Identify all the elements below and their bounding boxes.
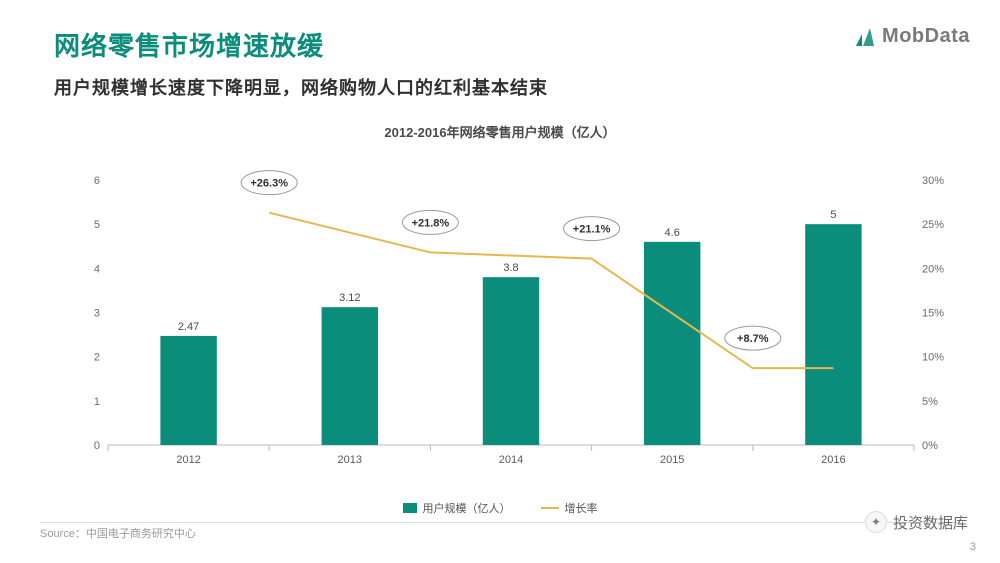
page-subtitle: 用户规模增长速度下降明显，网络购物人口的红利基本结束	[54, 74, 548, 100]
legend-swatch-bar	[403, 503, 417, 513]
svg-text:30%: 30%	[922, 175, 944, 187]
slide: 网络零售市场增速放缓 用户规模增长速度下降明显，网络购物人口的红利基本结束 Mo…	[0, 0, 1000, 563]
svg-text:2: 2	[94, 352, 100, 364]
page-title: 网络零售市场增速放缓	[54, 26, 324, 63]
svg-text:6: 6	[94, 175, 100, 187]
svg-text:3.8: 3.8	[503, 262, 518, 274]
footer-rule	[40, 522, 960, 523]
page-number: 3	[970, 541, 976, 553]
svg-text:3.12: 3.12	[339, 292, 360, 304]
svg-text:2015: 2015	[660, 454, 684, 466]
svg-text:4.6: 4.6	[665, 227, 680, 239]
legend-swatch-line	[541, 507, 559, 509]
svg-text:2.47: 2.47	[178, 321, 199, 333]
combo-chart: 0 1 2 3 4 5 6 0% 5% 10% 15% 20% 25% 30% 2.47 2012 3.12 20…	[80, 145, 950, 490]
svg-text:2016: 2016	[821, 454, 845, 466]
legend-item-line: 增长率	[541, 500, 598, 516]
svg-text:25%: 25%	[922, 219, 944, 231]
svg-text:+26.3%: +26.3%	[250, 178, 288, 190]
svg-text:+8.7%: +8.7%	[737, 333, 769, 345]
svg-text:5: 5	[830, 209, 836, 221]
chart-legend: 用户规模（亿人） 增长率	[0, 500, 1000, 516]
svg-text:+21.8%: +21.8%	[412, 217, 450, 229]
svg-text:3: 3	[94, 308, 100, 320]
logo-icon	[852, 24, 876, 48]
legend-item-bar: 用户规模（亿人）	[403, 500, 511, 516]
svg-text:5%: 5%	[922, 396, 938, 408]
legend-label-line: 增长率	[565, 500, 598, 516]
svg-text:2014: 2014	[499, 454, 523, 466]
brand-logo: MobData	[852, 24, 970, 48]
legend-label-bar: 用户规模（亿人）	[423, 500, 511, 516]
wechat-icon: ✦	[865, 511, 887, 533]
svg-text:+21.1%: +21.1%	[573, 224, 611, 236]
logo-text: MobData	[882, 25, 970, 48]
svg-text:2012: 2012	[176, 454, 200, 466]
svg-text:0: 0	[94, 440, 100, 452]
svg-text:20%: 20%	[922, 263, 944, 275]
svg-text:10%: 10%	[922, 352, 944, 364]
svg-text:4: 4	[94, 263, 100, 275]
chart-title: 2012-2016年网络零售用户规模（亿人）	[0, 122, 1000, 141]
svg-text:2013: 2013	[338, 454, 362, 466]
chart-svg: 0 1 2 3 4 5 6 0% 5% 10% 15% 20% 25% 30% 2.47 2012 3.12 20…	[80, 145, 950, 490]
svg-text:15%: 15%	[922, 308, 944, 320]
svg-text:1: 1	[94, 396, 100, 408]
watermark: ✦ 投资数据库	[865, 511, 968, 533]
svg-text:0%: 0%	[922, 440, 938, 452]
watermark-text: 投资数据库	[893, 512, 968, 533]
svg-text:5: 5	[94, 219, 100, 231]
source-text: Source：中国电子商务研究中心	[40, 525, 196, 541]
